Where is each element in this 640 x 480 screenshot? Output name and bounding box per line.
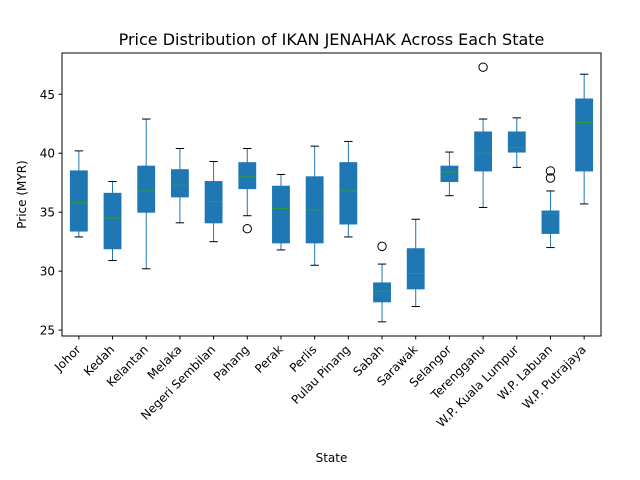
outlier-point bbox=[242, 223, 252, 234]
x-tick-label: Pulau Pinang bbox=[289, 342, 354, 407]
x-tick-label: Perak bbox=[252, 342, 286, 376]
outlier-point bbox=[545, 173, 556, 183]
box-group bbox=[474, 62, 493, 208]
boxes-layer bbox=[69, 62, 594, 323]
box-group bbox=[272, 173, 290, 251]
box-group bbox=[575, 73, 594, 205]
x-tick-label: Johor bbox=[51, 342, 83, 374]
box-group bbox=[238, 148, 257, 234]
box-group bbox=[69, 150, 88, 238]
outlier-point bbox=[377, 241, 387, 252]
box-group bbox=[339, 140, 358, 238]
x-axis-label: State bbox=[316, 451, 348, 465]
box bbox=[339, 162, 358, 225]
box bbox=[103, 192, 122, 250]
box-group bbox=[406, 218, 425, 308]
box bbox=[238, 162, 257, 190]
box bbox=[507, 131, 526, 153]
box-group bbox=[373, 241, 391, 323]
box-group bbox=[440, 151, 459, 197]
box bbox=[272, 185, 290, 244]
y-tick-label: 35 bbox=[40, 206, 55, 220]
box bbox=[575, 98, 594, 172]
y-tick-label: 40 bbox=[40, 147, 55, 161]
y-tick-label: 30 bbox=[40, 265, 55, 279]
box-group bbox=[170, 148, 189, 224]
plot-frame bbox=[61, 52, 602, 337]
box-group bbox=[137, 118, 156, 270]
box bbox=[373, 282, 391, 303]
chart-title: Price Distribution of IKAN JENAHAK Acros… bbox=[119, 30, 545, 49]
outlier-point bbox=[478, 62, 488, 72]
box bbox=[406, 248, 425, 290]
box-group bbox=[103, 181, 122, 262]
box bbox=[137, 165, 156, 213]
box bbox=[440, 165, 459, 183]
box bbox=[541, 210, 560, 234]
y-axis: 25 30 35 40 45 bbox=[40, 88, 62, 338]
box-group bbox=[541, 166, 560, 249]
y-tick-label: 25 bbox=[40, 324, 55, 338]
outlier-point bbox=[545, 166, 556, 176]
box-group bbox=[204, 160, 223, 243]
x-tick-label: Pahang bbox=[211, 342, 252, 383]
box bbox=[204, 181, 223, 224]
y-tick-label: 45 bbox=[40, 88, 55, 102]
box bbox=[170, 169, 189, 198]
box bbox=[474, 131, 493, 172]
box-group bbox=[305, 145, 324, 266]
y-axis-label: Price (MYR) bbox=[15, 160, 29, 228]
box-group bbox=[507, 117, 526, 168]
box bbox=[69, 170, 88, 232]
